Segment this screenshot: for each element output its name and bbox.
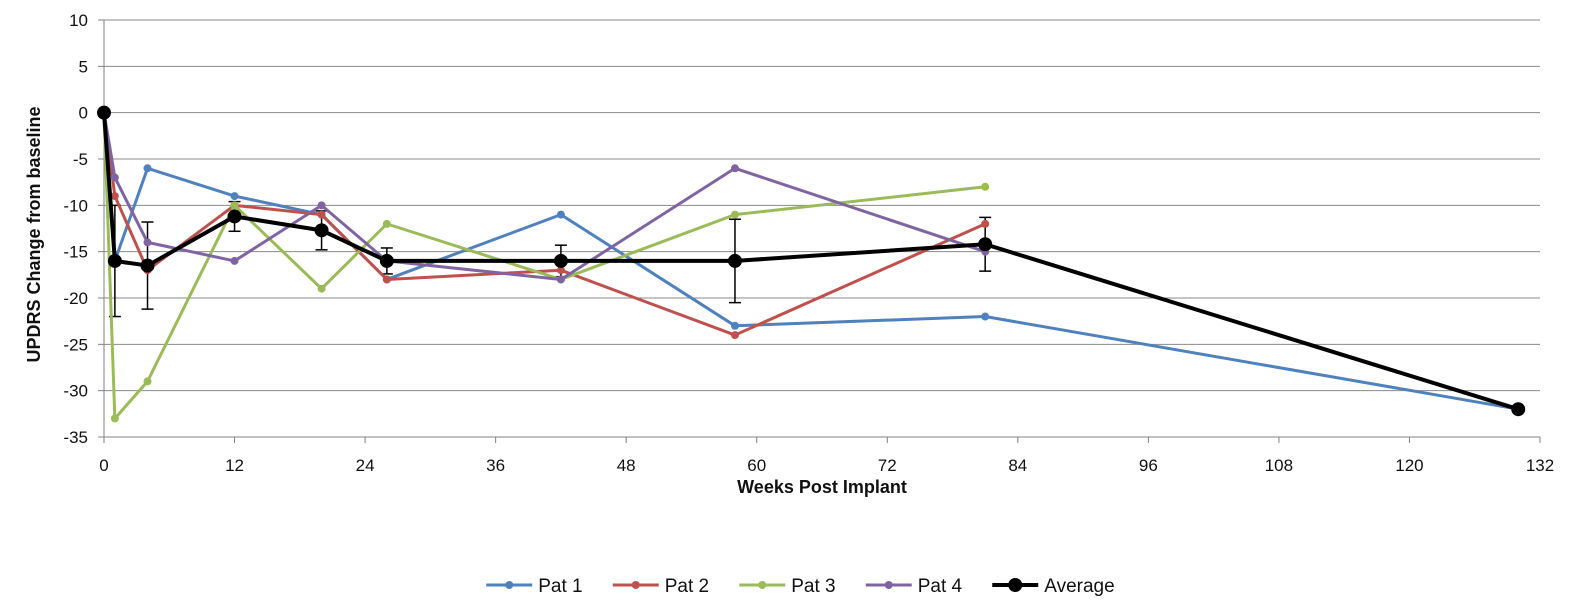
legend-swatch-marker <box>1008 578 1023 592</box>
data-point <box>143 164 152 173</box>
data-point <box>553 253 568 268</box>
x-tick-label: 48 <box>617 456 636 475</box>
y-tick-label: -20 <box>63 289 88 308</box>
x-tick-label: 96 <box>1139 456 1158 475</box>
data-point <box>727 253 742 268</box>
legend-swatch-marker <box>758 581 767 589</box>
data-point <box>97 105 111 120</box>
x-tick-label: 84 <box>1008 456 1027 475</box>
data-point <box>317 284 326 293</box>
data-point <box>556 275 565 284</box>
y-tick-label: -35 <box>63 428 88 447</box>
y-tick-label: -15 <box>63 243 88 262</box>
y-tick-label: -5 <box>73 150 88 169</box>
legend-swatch-marker <box>631 581 640 589</box>
x-tick-label: 12 <box>225 456 244 475</box>
series-layer <box>97 105 1526 423</box>
legend-label: Average <box>1044 576 1114 597</box>
data-point <box>110 192 119 201</box>
data-point <box>730 164 739 173</box>
data-point <box>230 192 239 201</box>
legend-item: Pat 4 <box>865 576 963 597</box>
data-point <box>107 253 122 268</box>
y-axis-title: UPDRS Change from baseline <box>24 106 44 362</box>
x-tick-label: 24 <box>356 456 375 475</box>
x-tick-label: 120 <box>1395 456 1423 475</box>
data-point <box>143 377 152 386</box>
data-point <box>730 331 739 340</box>
x-tick-label: 60 <box>747 456 766 475</box>
data-point <box>382 219 391 228</box>
x-axis-title: Weeks Post Implant <box>737 477 907 497</box>
x-tick-label: 108 <box>1265 456 1293 475</box>
series-pat-2 <box>100 108 990 340</box>
data-point <box>227 209 242 224</box>
data-point <box>382 275 391 284</box>
series-pat-3 <box>100 108 990 423</box>
legend-item: Pat 3 <box>739 576 836 597</box>
data-point <box>140 258 155 273</box>
legend-swatch-marker <box>884 581 893 589</box>
data-point <box>981 182 990 191</box>
series-average <box>97 105 1526 417</box>
series-line <box>102 112 1519 411</box>
series-line <box>102 112 1519 412</box>
data-point <box>978 237 993 252</box>
data-point <box>1511 402 1526 417</box>
x-tick-label: 132 <box>1526 456 1554 475</box>
data-point <box>143 238 152 247</box>
data-point <box>981 219 990 228</box>
y-tick-label: -10 <box>63 196 88 215</box>
series-line <box>102 112 986 337</box>
legend-item: Average <box>992 576 1115 597</box>
legend-label: Pat 1 <box>538 576 582 597</box>
y-tick-label: 0 <box>79 104 88 123</box>
y-tick-label: 10 <box>69 11 88 30</box>
y-tick-label: -25 <box>63 335 88 354</box>
data-point <box>981 312 990 321</box>
data-point <box>314 223 329 238</box>
data-point <box>110 414 119 423</box>
y-tick-labels: 10 5 0 -5 -10 -15 -20 -25 -30 -35 <box>63 11 88 447</box>
legend-swatch-marker <box>505 581 514 589</box>
legend-item: Pat 2 <box>612 576 709 597</box>
data-point <box>317 201 326 210</box>
data-point <box>556 266 565 275</box>
x-tick-label: 72 <box>878 456 897 475</box>
data-point <box>379 253 394 268</box>
legend-label: Pat 3 <box>791 576 835 597</box>
data-point <box>230 201 239 210</box>
legend-label: Pat 4 <box>918 576 963 597</box>
data-point <box>730 321 739 330</box>
data-point <box>230 256 239 265</box>
x-tick-labels: 0 12 24 36 48 60 72 84 96 108 120 132 <box>99 456 1554 475</box>
legend-label: Pat 2 <box>665 576 709 597</box>
series-pat-1 <box>100 108 1523 414</box>
y-tick-label: 5 <box>79 57 88 76</box>
data-point <box>556 210 565 219</box>
data-point <box>317 210 326 219</box>
legend-item: Pat 1 <box>486 576 583 597</box>
legend: Pat 1 Pat 2 Pat 3 Pat 4 Average <box>486 576 1115 597</box>
x-tick-label: 36 <box>486 456 505 475</box>
x-tick-label: 0 <box>99 456 108 475</box>
data-point <box>110 173 119 182</box>
axes <box>98 19 1541 443</box>
y-tick-label: -30 <box>63 382 88 401</box>
data-point <box>730 210 739 219</box>
